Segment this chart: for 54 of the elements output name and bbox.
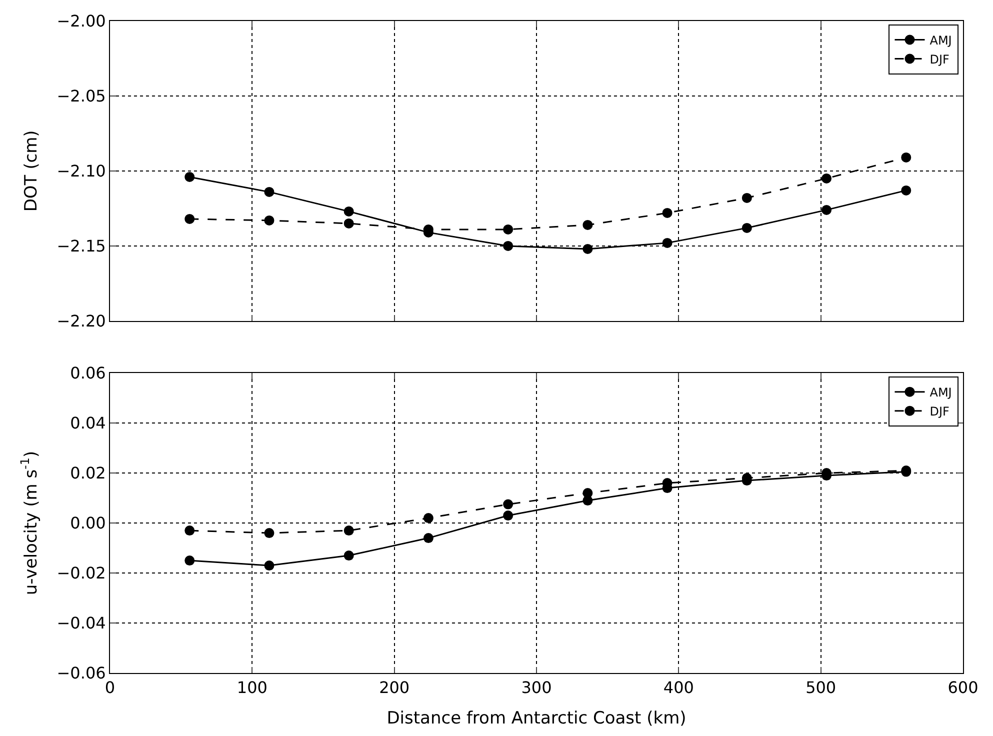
point [742,192,752,203]
point [901,185,912,196]
point [423,533,434,544]
point [503,240,514,251]
point [582,488,593,498]
y-tick-label: −2.15 [56,236,106,256]
point [184,556,195,566]
point [742,222,752,233]
point [582,220,593,230]
x-tick-label: 100 [236,678,268,698]
x-tick-label: 300 [521,678,552,698]
point [344,206,354,216]
point [264,528,274,538]
y-axis-title: DOT (cm) [21,130,42,212]
legend-label: AMJ [930,33,952,48]
legend-label: DJF [930,52,950,66]
point [822,173,832,184]
y-tick-label: −0.06 [56,664,106,683]
point [344,526,354,536]
point [344,218,354,228]
point [264,560,274,571]
y-tick-label: −2.00 [56,12,106,31]
x-tick-label: 0 [104,678,116,698]
point [423,513,434,524]
point [662,208,672,218]
x-tick-label: 200 [379,678,410,698]
point [184,172,195,182]
point [901,152,912,162]
point [184,214,195,224]
y-tick-label: −2.20 [56,312,106,331]
x-tick-label: 500 [806,678,836,698]
y-tick-label: −2.05 [56,86,106,106]
legend-label: DJF [930,404,950,419]
y-tick-label: −0.02 [56,564,106,583]
y-tick-label: −0.04 [56,614,106,633]
point [582,244,593,254]
y-tick-label: −2.10 [56,162,106,181]
point [822,204,832,215]
point [503,224,514,234]
y-tick-label: 0.02 [70,464,106,483]
point [503,499,514,510]
y-tick-label: 0.04 [70,414,106,433]
point [344,550,354,561]
legend-label: AMJ [930,386,952,400]
x-tick-label: 600 [948,678,978,698]
point [184,526,195,536]
x-tick-label: 400 [663,678,694,698]
y-tick-label: 0.00 [70,514,106,533]
x-axis-title: Distance from Antarctic Coast (km) [386,708,686,729]
y-tick-label: 0.06 [70,364,106,383]
point [503,510,514,521]
point [264,186,274,197]
point [662,238,672,248]
point [264,215,274,226]
